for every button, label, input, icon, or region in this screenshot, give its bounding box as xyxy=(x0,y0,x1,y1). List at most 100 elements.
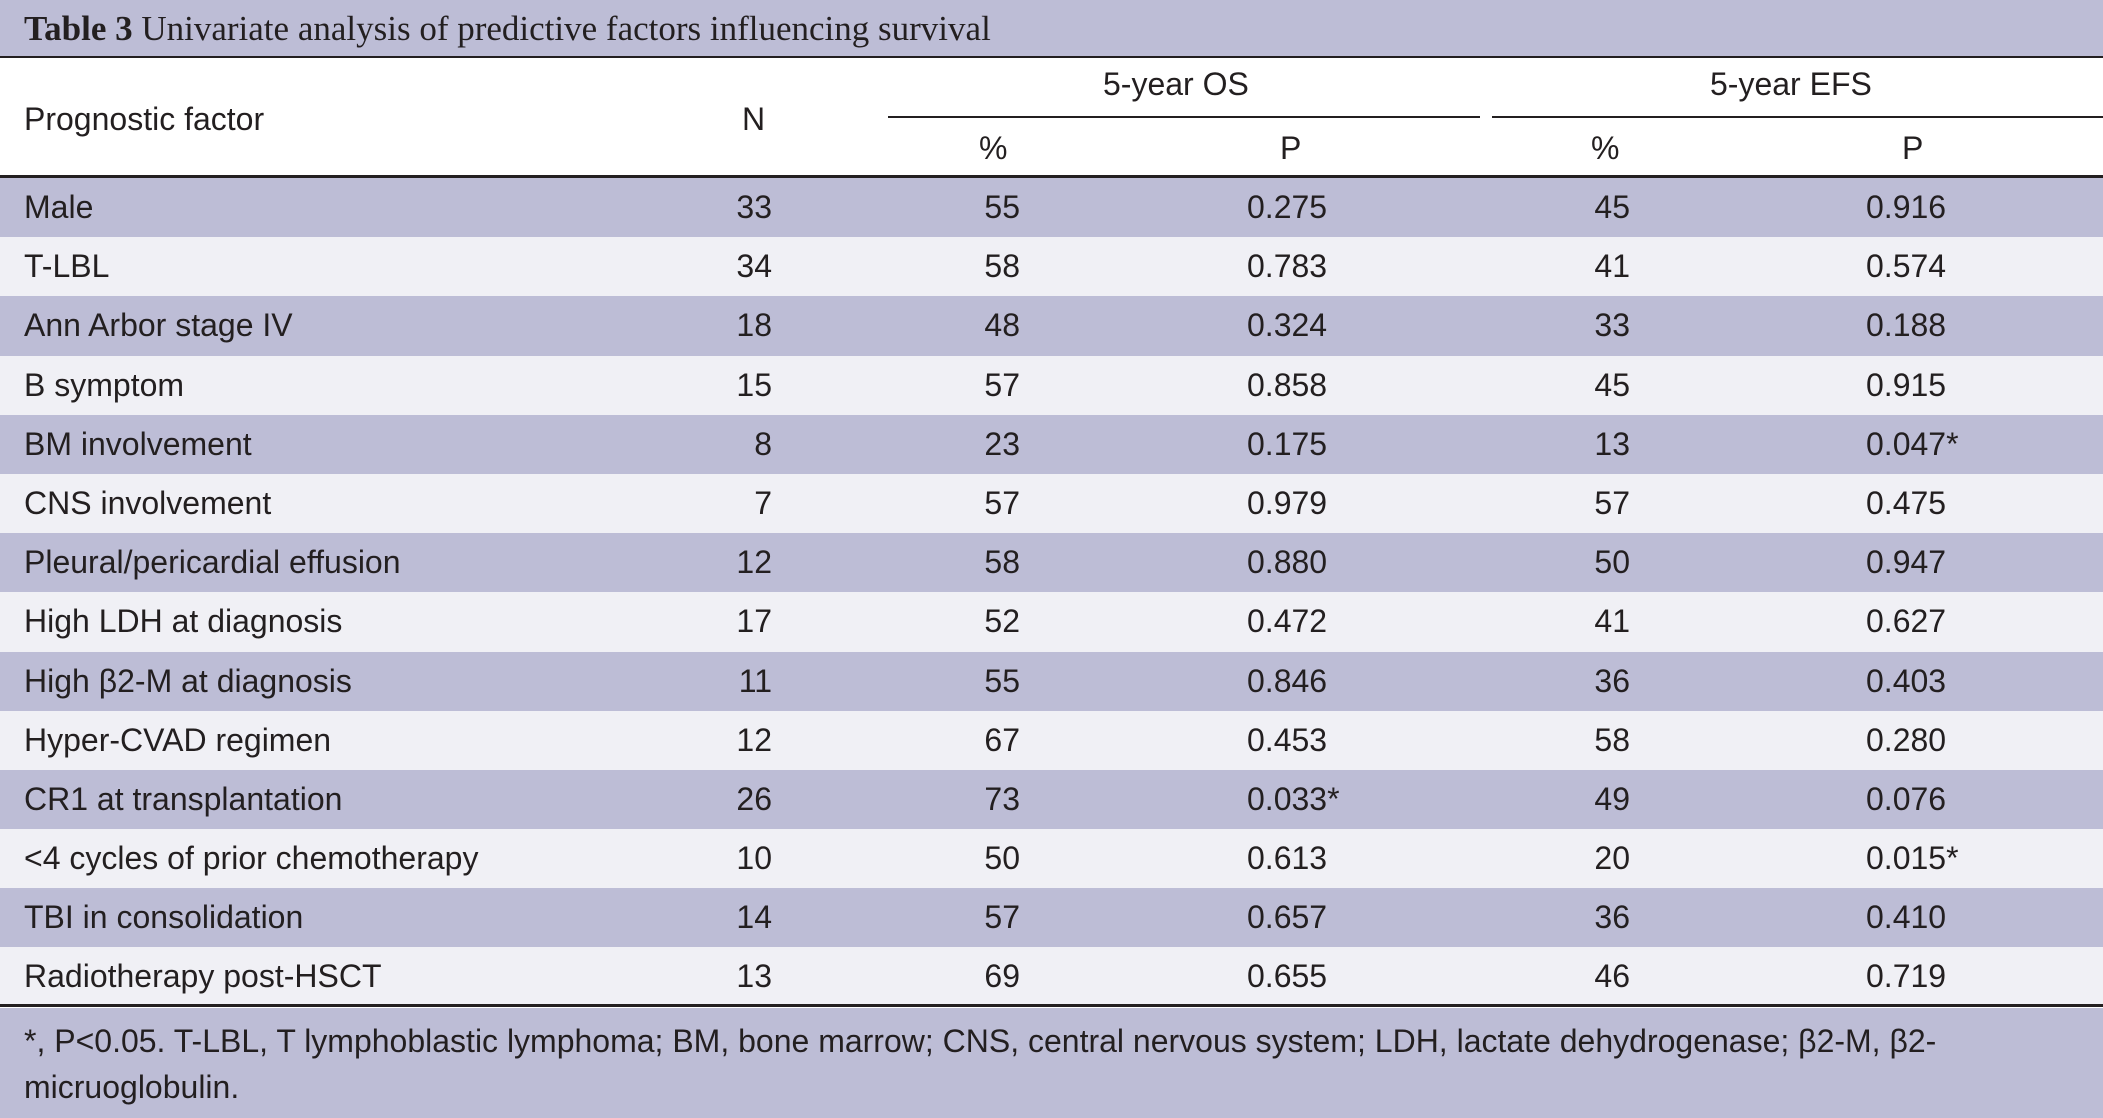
header-efs-percent: % xyxy=(1591,130,1620,166)
cell-os-percent: 57 xyxy=(984,366,1020,403)
cell-os-percent: 48 xyxy=(984,307,1020,344)
cell-os-percent: 23 xyxy=(984,425,1020,462)
cell-os-percent: 57 xyxy=(984,899,1020,936)
table-row: T-LBL 34 58 0.783 41 0.574 xyxy=(0,237,2103,297)
cell-os-p: 0.858 xyxy=(1247,366,1328,403)
cell-efs-percent: 57 xyxy=(1594,484,1630,521)
cell-n: 15 xyxy=(736,366,772,403)
cell-factor: Pleural/pericardial effusion xyxy=(24,544,401,581)
cell-os-p: 0.657 xyxy=(1247,899,1328,936)
cell-factor: <4 cycles of prior chemotherapy xyxy=(24,840,479,877)
cell-os-p: 0.453 xyxy=(1247,721,1328,758)
cell-factor: T-LBL xyxy=(24,248,110,285)
cell-os-percent: 58 xyxy=(984,544,1020,581)
cell-factor: High LDH at diagnosis xyxy=(24,603,343,640)
os-group-underline xyxy=(888,116,1480,118)
cell-n: 11 xyxy=(738,662,772,699)
cell-os-percent: 55 xyxy=(984,662,1020,699)
table-row: High β2-M at diagnosis 11 55 0.846 36 0.403 xyxy=(0,651,2103,711)
cell-os-p: 0.655 xyxy=(1247,958,1328,995)
cell-os-percent: 67 xyxy=(984,721,1020,758)
cell-efs-p: 0.574 xyxy=(1866,248,1947,285)
cell-efs-percent: 45 xyxy=(1594,189,1630,225)
cell-os-p: 0.613 xyxy=(1247,840,1328,877)
cell-efs-p: 0.627 xyxy=(1866,603,1947,640)
table-row: Pleural/pericardial effusion 12 58 0.880 50 0… xyxy=(0,533,2103,593)
cell-os-percent: 69 xyxy=(984,958,1020,995)
cell-efs-percent: 36 xyxy=(1594,899,1630,936)
cell-n: 14 xyxy=(736,899,772,936)
cell-efs-p: 0.916 xyxy=(1866,189,1947,225)
cell-factor: BM involvement xyxy=(24,425,252,462)
cell-factor: Hyper-CVAD regimen xyxy=(24,721,332,758)
header-bottom-rule xyxy=(0,175,2103,178)
cell-n: 18 xyxy=(736,307,772,344)
header-5-year-efs: 5-year EFS xyxy=(1710,66,1872,102)
header-os-percent: % xyxy=(979,130,1008,166)
cell-efs-p: 0.188 xyxy=(1866,307,1947,344)
cell-efs-percent: 33 xyxy=(1594,307,1630,344)
cell-os-p: 0.275 xyxy=(1247,189,1328,225)
cell-factor: CNS involvement xyxy=(24,484,272,521)
cell-os-p: 0.846 xyxy=(1247,662,1328,699)
cell-efs-percent: 20 xyxy=(1594,840,1630,877)
cell-efs-percent: 46 xyxy=(1594,958,1630,995)
header-5-year-os: 5-year OS xyxy=(1103,66,1249,102)
cell-n: 26 xyxy=(736,780,772,817)
cell-os-p: 0.033* xyxy=(1247,780,1340,817)
cell-efs-p: 0.475 xyxy=(1866,484,1947,521)
cell-factor: High β2-M at diagnosis xyxy=(24,662,352,699)
header-prognostic-factor: Prognostic factor xyxy=(24,101,265,137)
cell-factor: CR1 at transplantation xyxy=(24,780,343,817)
table-row: CR1 at transplantation 26 73 0.033* 49 0.076 xyxy=(0,769,2103,830)
cell-factor: Radiotherapy post-HSCT xyxy=(24,958,382,995)
cell-n: 13 xyxy=(736,958,772,995)
cell-os-p: 0.783 xyxy=(1247,248,1328,285)
table-row: CNS involvement 7 57 0.979 57 0.475 xyxy=(0,473,2103,534)
table-row: <4 cycles of prior chemotherapy 10 50 0.613… xyxy=(0,829,2103,889)
table-bottom-rule xyxy=(0,1004,2103,1007)
cell-n: 7 xyxy=(754,484,772,521)
table-row: Hyper-CVAD regimen 12 67 0.453 58 0.280 xyxy=(0,710,2103,770)
cell-factor: B symptom xyxy=(24,366,185,403)
cell-n: 12 xyxy=(736,721,772,758)
table-caption: Table 3 Univariate analysis of predictiv… xyxy=(0,0,2103,58)
table-header: Prognostic factor N 5-year OS 5-year EFS… xyxy=(0,58,2103,176)
cell-factor: Male xyxy=(24,189,94,225)
cell-os-percent: 58 xyxy=(984,248,1020,285)
cell-n: 17 xyxy=(736,603,772,640)
cell-efs-percent: 41 xyxy=(1594,603,1630,640)
cell-factor: TBI in consolidation xyxy=(24,899,304,936)
table-row: High LDH at diagnosis 17 52 0.472 41 0.627 xyxy=(0,592,2103,652)
cell-efs-percent: 36 xyxy=(1594,662,1630,699)
cell-n: 8 xyxy=(754,425,772,462)
cell-efs-percent: 50 xyxy=(1594,544,1630,581)
header-n: N xyxy=(742,101,766,137)
cell-os-p: 0.175 xyxy=(1247,425,1328,462)
table-body: Male 33 55 0.275 45 0.916 T-LBL 34 58 0.783 41 0.57… xyxy=(0,178,2103,1007)
cell-n: 12 xyxy=(736,544,772,581)
efs-group-underline xyxy=(1492,116,2103,118)
table-row: B symptom 15 57 0.858 45 0.915 xyxy=(0,355,2103,415)
table-row: BM involvement 8 23 0.175 13 0.047* xyxy=(0,414,2103,474)
table-number: Table 3 xyxy=(24,9,133,48)
cell-n: 33 xyxy=(736,189,772,225)
cell-efs-p: 0.947 xyxy=(1866,544,1947,581)
table-title: Univariate analysis of predictive factor… xyxy=(141,9,991,48)
header-os-p: P xyxy=(1280,130,1302,166)
cell-efs-percent: 41 xyxy=(1594,248,1630,285)
cell-efs-percent: 58 xyxy=(1594,721,1630,758)
cell-os-percent: 73 xyxy=(984,780,1020,817)
cell-efs-p: 0.280 xyxy=(1866,721,1947,758)
cell-n: 34 xyxy=(736,248,772,285)
cell-os-p: 0.472 xyxy=(1247,603,1328,640)
cell-efs-p: 0.047* xyxy=(1866,425,1959,462)
cell-efs-p: 0.410 xyxy=(1866,899,1947,936)
table-row: Ann Arbor stage IV 18 48 0.324 33 0.188 xyxy=(0,296,2103,356)
cell-os-percent: 52 xyxy=(984,603,1020,640)
cell-efs-percent: 49 xyxy=(1594,780,1630,817)
cell-efs-p: 0.076 xyxy=(1866,780,1947,817)
cell-os-p: 0.880 xyxy=(1247,544,1328,581)
table-row: Radiotherapy post-HSCT 13 69 0.655 46 0.719 xyxy=(0,947,2103,1007)
